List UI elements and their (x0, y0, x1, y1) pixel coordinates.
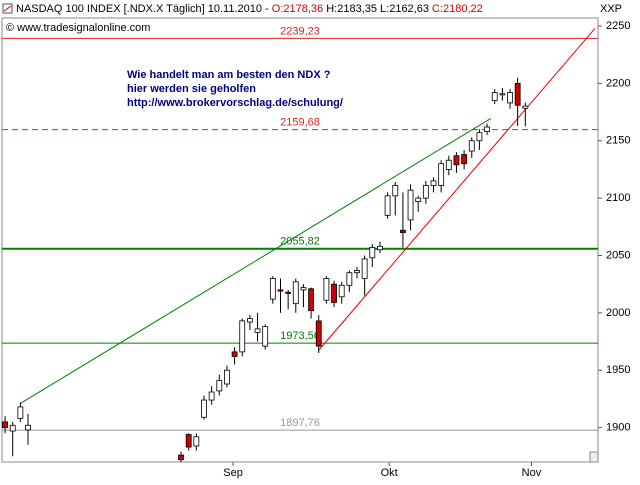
candle-body (338, 284, 345, 298)
candle-body (9, 424, 16, 432)
candle-body (422, 185, 429, 199)
y-tick-label: 2250 (606, 20, 630, 32)
level-label: 1973,56 (280, 330, 320, 342)
y-tick-label: 2150 (606, 135, 630, 147)
candle-body (377, 245, 383, 251)
header-part: C:2180,22 (432, 3, 483, 15)
candle-body (438, 163, 445, 186)
candle-body (292, 281, 299, 305)
candle-body (246, 318, 253, 323)
candle-body (392, 185, 399, 197)
candle-body (476, 132, 483, 142)
level-label: 1897,76 (280, 417, 320, 429)
candle-body (285, 291, 292, 294)
trendline (20, 117, 492, 404)
candle-body (25, 424, 31, 431)
candle-body (185, 434, 192, 448)
level-label: 2159,68 (280, 117, 320, 129)
y-tick-label: 1950 (606, 364, 630, 376)
candle-body (193, 436, 200, 447)
candle-body (369, 247, 376, 259)
candle-body (300, 287, 307, 291)
candle-body (254, 328, 261, 333)
annotation: http://www.brokervorschlag.de/schulung/ (127, 97, 343, 109)
x-tick-label: Nov (522, 467, 542, 479)
y-tick-label: 1900 (606, 421, 630, 433)
trendline (318, 28, 596, 351)
candle-body (507, 92, 513, 104)
candle-body (269, 278, 276, 300)
candle-body (308, 288, 314, 311)
candle-body (17, 406, 24, 419)
candle-body (384, 195, 391, 216)
candle-body (231, 351, 238, 357)
header-part: NASDAQ 100 INDEX [.NDX.X Täglich] 10.11.… (16, 3, 272, 15)
y-tick-label: 2000 (606, 307, 630, 319)
legend-icon-line (3, 5, 12, 12)
candle-body (201, 399, 207, 418)
annotation: Wie handelt man am besten den NDX ? (127, 69, 331, 81)
candle-body (484, 126, 490, 132)
y-tick-label: 2100 (606, 192, 630, 204)
header-part: O:2178,36 (272, 3, 323, 15)
candle-body (461, 154, 468, 165)
candle-body (445, 159, 452, 170)
candle-body (354, 270, 360, 274)
header-part: H:2183,35 L:2162,63 (323, 3, 432, 15)
level-label: 2239,23 (280, 25, 320, 37)
candle-body (315, 320, 322, 347)
scroll-handle[interactable] (589, 451, 599, 463)
candle-body (216, 380, 223, 392)
axis-label: XXP (600, 3, 622, 15)
x-tick-label: Sep (223, 467, 243, 479)
candle-body (323, 278, 330, 301)
candle-body (178, 454, 184, 461)
y-tick-label: 2200 (606, 77, 630, 89)
copyright: © www.tradesignalonline.com (6, 22, 150, 34)
candle-body (407, 189, 414, 221)
candle-body (430, 180, 437, 186)
candle-body (224, 369, 230, 385)
candle-body (361, 258, 368, 279)
annotation: hier werden sie geholfen (127, 83, 256, 95)
header: NASDAQ 100 INDEX [.NDX.X Täglich] 10.11.… (16, 3, 483, 15)
candle-body (239, 320, 246, 353)
plot-frame (1, 17, 599, 463)
candle-body (331, 283, 337, 303)
level-label: 2055,82 (280, 236, 320, 248)
candle-body (2, 421, 8, 428)
candle-body (499, 93, 506, 96)
candle-body (346, 272, 353, 286)
candle-body (262, 326, 269, 347)
candle-body (522, 105, 529, 109)
candle-body (400, 229, 406, 233)
candle-body (453, 155, 460, 166)
candle-body (491, 92, 498, 102)
candle-body (468, 140, 475, 152)
y-tick-label: 2050 (606, 249, 630, 261)
candle-body (277, 289, 284, 292)
candle-body (514, 82, 521, 106)
candle-body (208, 391, 215, 401)
x-tick-label: Okt (381, 467, 398, 479)
candle-body (415, 197, 422, 202)
